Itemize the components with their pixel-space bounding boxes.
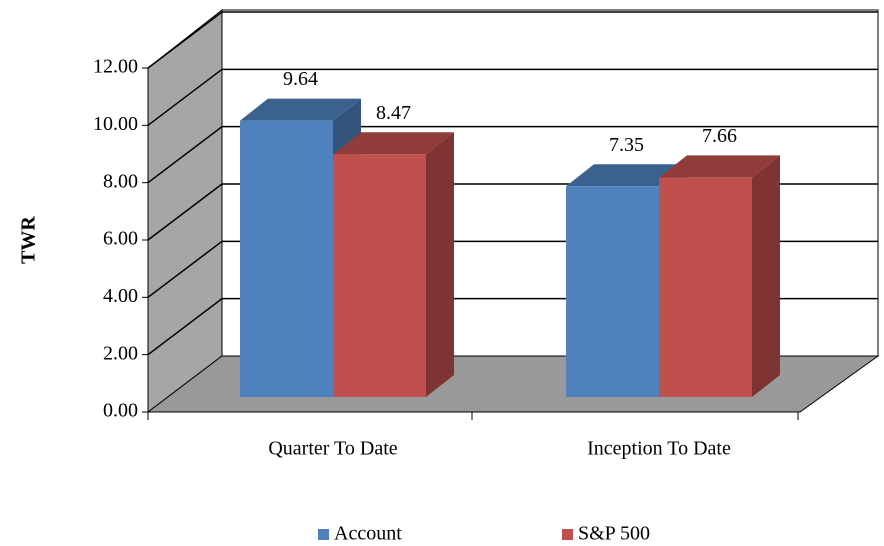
y-tick-label: 12.00 (93, 56, 138, 78)
bar-side (752, 155, 780, 397)
legend-swatch (562, 529, 573, 540)
data-label: 9.64 (283, 68, 318, 90)
x-tick-label: Inception To Date (587, 438, 731, 460)
data-label: 7.35 (609, 134, 644, 156)
bar (240, 120, 333, 398)
bar-top (659, 155, 780, 178)
x-tick-label: Quarter To Date (268, 438, 397, 460)
y-tick-label: 6.00 (103, 228, 138, 250)
side-wall (147, 8, 223, 414)
grid-line (147, 11, 878, 69)
y-tick-label: 10.00 (93, 113, 138, 135)
grid-line (147, 68, 878, 126)
bar-side (426, 132, 454, 397)
legend-swatch (318, 529, 329, 540)
bar (566, 186, 659, 397)
bar (333, 154, 426, 397)
y-tick-label: 8.00 (103, 170, 138, 192)
data-label: 7.66 (702, 125, 737, 147)
bar-top (333, 132, 454, 155)
y-tick-label: 2.00 (103, 342, 138, 364)
bar (659, 177, 752, 397)
bar-top (240, 98, 361, 121)
y-axis-title: TWR (18, 216, 40, 264)
data-label: 8.47 (376, 102, 411, 124)
y-tick-label: 0.00 (103, 400, 138, 422)
y-tick-label: 4.00 (103, 285, 138, 307)
legend-label: Account (334, 523, 402, 545)
grid-line (147, 125, 878, 184)
bar-top (566, 164, 687, 187)
legend-label: S&P 500 (578, 523, 650, 545)
